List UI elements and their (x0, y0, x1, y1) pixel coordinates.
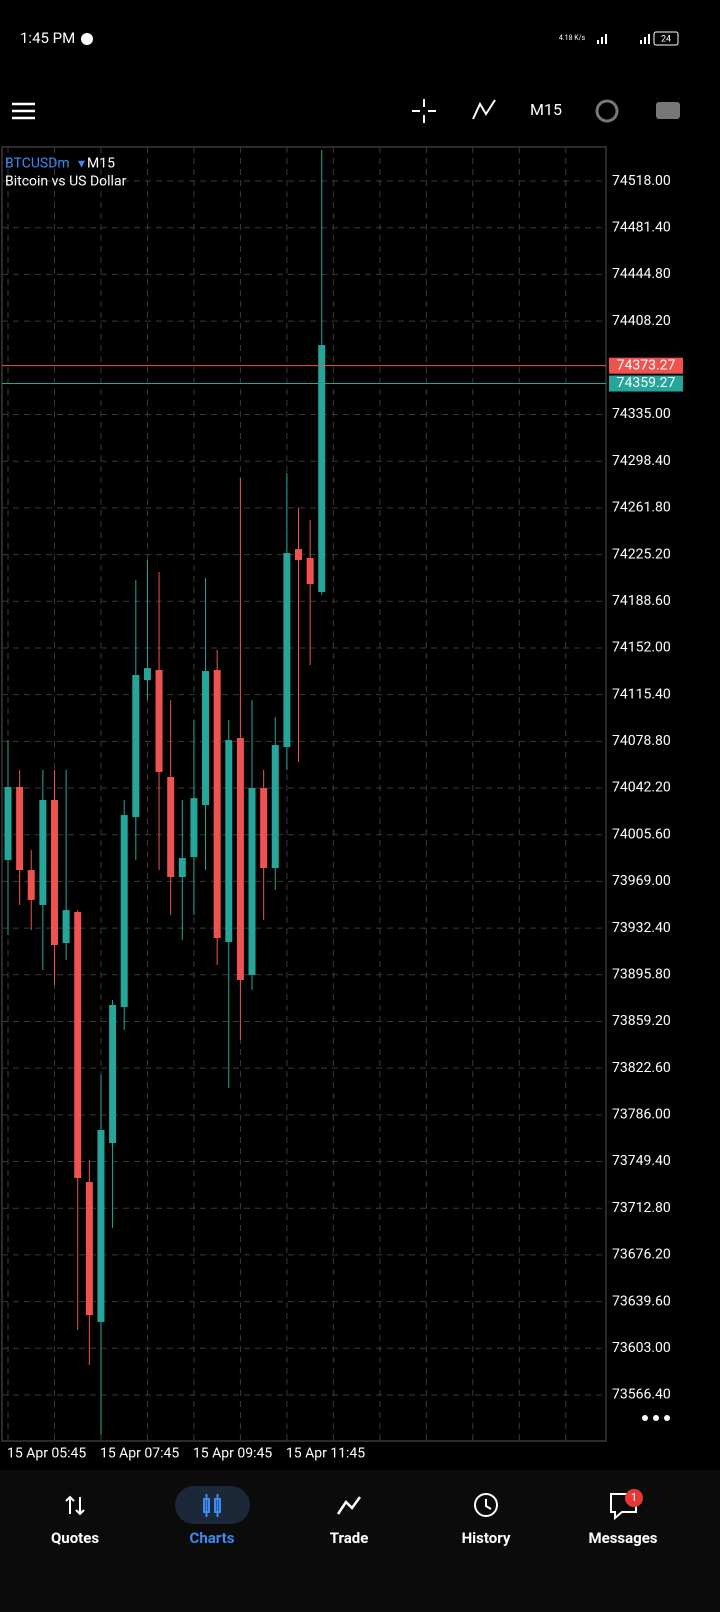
x-tick-label: 15 Apr 07:45 (100, 1446, 179, 1462)
candle-body (295, 549, 302, 561)
net-speed: 4.18 K/s (559, 34, 586, 42)
y-tick-label: 73639.60 (612, 1293, 671, 1309)
candle-body (306, 558, 314, 585)
candle-body (85, 1182, 93, 1316)
candle-body (260, 788, 268, 868)
candle-body (318, 345, 326, 593)
candle-body (74, 911, 82, 1179)
chart-timeframe: M15 (87, 156, 115, 172)
timeframe-button[interactable]: M15 (530, 100, 562, 119)
trade-icon (336, 1496, 362, 1515)
tab-label[interactable]: Charts (190, 1529, 235, 1547)
battery-level: 24 (661, 34, 671, 44)
nav-bar (0, 1470, 720, 1612)
y-tick-label: 74188.60 (612, 593, 671, 609)
y-tick-label: 73895.80 (612, 966, 671, 982)
active-tab-pill (175, 1486, 250, 1524)
y-tick-label: 74335.00 (612, 406, 671, 422)
y-tick-label: 74481.40 (612, 219, 671, 235)
more-button[interactable] (642, 1415, 670, 1421)
y-tick-label: 74408.20 (612, 313, 671, 329)
tab-label[interactable]: Quotes (51, 1529, 99, 1547)
candle-body (50, 799, 58, 946)
tab-label[interactable]: Trade (330, 1529, 369, 1547)
symbol-description: Bitcoin vs US Dollar (5, 174, 127, 190)
status-time: 1:45 PM (20, 29, 75, 47)
indicators-button[interactable] (472, 99, 496, 120)
candle-body (132, 674, 140, 818)
candle-body (190, 798, 198, 858)
plot: 74518.00 74481.40 74444.80 74408.20 74335.00… (2, 147, 683, 1462)
x-tick-label: 15 Apr 05:45 (7, 1446, 86, 1462)
y-tick-label: 73603.00 (612, 1340, 671, 1356)
candle-body (62, 910, 70, 943)
symbol-caret: ▼ (78, 159, 85, 169)
candle-body (213, 670, 221, 939)
candle-body (248, 788, 256, 976)
candle-body (283, 553, 291, 748)
tab-label[interactable]: Messages (588, 1529, 657, 1547)
y-tick-label: 73822.60 (612, 1060, 671, 1076)
y-tick-label: 74078.80 (612, 733, 671, 749)
y-tick-label: 74152.00 (612, 640, 671, 656)
badge-count: 1 (631, 1491, 637, 1504)
y-tick-label: 73566.40 (612, 1387, 671, 1403)
y-tick-label: 74261.80 (612, 500, 671, 516)
candle-body (202, 671, 210, 806)
y-tick-label: 74518.00 (612, 173, 671, 189)
candle-body (225, 740, 233, 942)
y-tick-label: 73712.80 (612, 1200, 671, 1216)
status-icon (81, 33, 93, 45)
history-icon (474, 1493, 498, 1517)
y-tick-label: 74115.40 (612, 686, 671, 702)
symbol[interactable]: BTCUSDm (5, 156, 70, 172)
candle-body (27, 870, 35, 901)
y-tick-label: 73859.20 (612, 1013, 671, 1029)
price-tag-label: 74359.27 (617, 375, 676, 391)
tab-label[interactable]: History (462, 1529, 511, 1547)
y-tick-label: 74298.40 (612, 453, 671, 469)
quotes-icon (65, 1495, 85, 1516)
price-tag-label: 74373.27 (617, 357, 676, 373)
price-tag (609, 357, 683, 374)
crosshair-button[interactable] (412, 99, 436, 123)
candle-body (178, 858, 186, 878)
menu-button[interactable] (12, 102, 35, 120)
candle-body (167, 777, 175, 878)
candle-body (143, 668, 151, 681)
price-tag (609, 375, 683, 392)
badge (625, 1489, 643, 1507)
candle-body (4, 786, 12, 861)
candle-body (120, 815, 128, 1008)
y-tick-label: 74005.60 (612, 826, 671, 842)
y-tick-label: 74225.20 (612, 546, 671, 562)
clock-button[interactable] (595, 99, 619, 123)
candle-body (97, 1130, 105, 1322)
chart-frame (1, 146, 607, 1442)
battery (653, 31, 679, 46)
y-tick-label: 74042.20 (612, 780, 671, 796)
y-tick-label: 73749.40 (612, 1153, 671, 1169)
candle-body (39, 799, 47, 905)
candle-body (271, 745, 279, 868)
candle-body (16, 786, 24, 871)
x-tick-label: 15 Apr 11:45 (286, 1446, 365, 1462)
tabs: Quotes Charts Trade History Messages (51, 1529, 658, 1547)
y-tick-label: 73676.20 (612, 1247, 671, 1263)
candle-body (109, 1004, 117, 1144)
candle-body (236, 737, 244, 980)
signal-icons (597, 34, 650, 44)
y-tick-label: 73932.40 (612, 920, 671, 936)
x-tick-label: 15 Apr 09:45 (193, 1446, 272, 1462)
y-tick-label: 73969.00 (612, 873, 671, 889)
y-tick-label: 74444.80 (612, 266, 671, 282)
trade-button[interactable] (656, 102, 680, 119)
y-tick-label: 73786.00 (612, 1107, 671, 1123)
charts-icon (203, 1494, 221, 1517)
candle-body (155, 670, 163, 773)
